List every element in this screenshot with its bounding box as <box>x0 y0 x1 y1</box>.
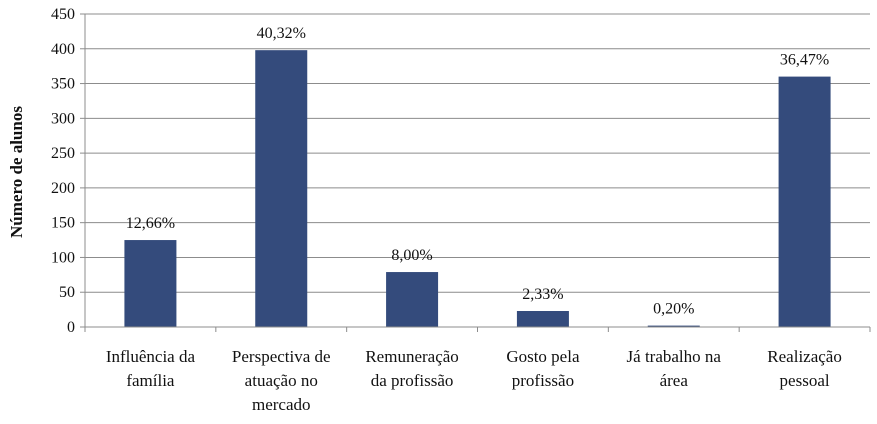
y-tick-label: 0 <box>67 319 75 336</box>
y-tick-label: 150 <box>51 215 75 232</box>
y-tick-label: 300 <box>51 110 75 127</box>
y-tick-label: 250 <box>51 145 75 162</box>
x-category-label: profissão <box>512 371 574 390</box>
y-tick-label: 100 <box>51 249 75 266</box>
axes <box>84 14 871 332</box>
y-axis-ticks: 0 50 100 150 200 250 300 350 400 450 <box>51 6 85 336</box>
gridlines <box>85 13 870 293</box>
y-tick-label: 400 <box>51 41 75 58</box>
x-category-label: Realização <box>767 347 842 366</box>
x-category-label: família <box>126 371 175 390</box>
y-tick-label: 450 <box>51 6 75 23</box>
bar <box>516 311 569 327</box>
bar <box>386 272 439 327</box>
y-tick-label: 350 <box>51 76 75 93</box>
x-axis-categories: Influência da família Perspectiva de atuaçã… <box>106 347 842 414</box>
x-category-label: atuação no <box>245 371 318 390</box>
data-label: 2,33% <box>522 286 563 303</box>
bar <box>124 240 177 327</box>
x-category-label: Já trabalho na <box>627 347 722 366</box>
data-label: 0,20% <box>653 301 694 318</box>
bar <box>255 50 308 328</box>
bars <box>124 50 831 328</box>
bar <box>647 325 700 327</box>
y-tick-label: 200 <box>51 180 75 197</box>
data-labels: 12,66% 40,32% 8,00% 2,33% 0,20% 36,47% <box>126 25 829 317</box>
data-label: 36,47% <box>780 52 829 69</box>
bar <box>778 76 831 327</box>
y-tick-label: 50 <box>59 284 75 301</box>
x-category-label: da profissão <box>371 371 454 390</box>
x-category-label: Perspectiva de <box>232 347 331 366</box>
x-category-label: Gosto pela <box>506 347 580 366</box>
x-category-label: pessoal <box>780 371 830 390</box>
x-category-label: área <box>660 371 689 390</box>
data-label: 40,32% <box>257 25 306 42</box>
data-label: 8,00% <box>391 247 432 264</box>
x-category-label: Influência da <box>106 347 196 366</box>
x-category-label: Remuneração <box>365 347 458 366</box>
x-category-label: mercado <box>252 395 311 414</box>
y-axis-title: Número de alunos <box>7 106 26 238</box>
data-label: 12,66% <box>126 215 175 232</box>
